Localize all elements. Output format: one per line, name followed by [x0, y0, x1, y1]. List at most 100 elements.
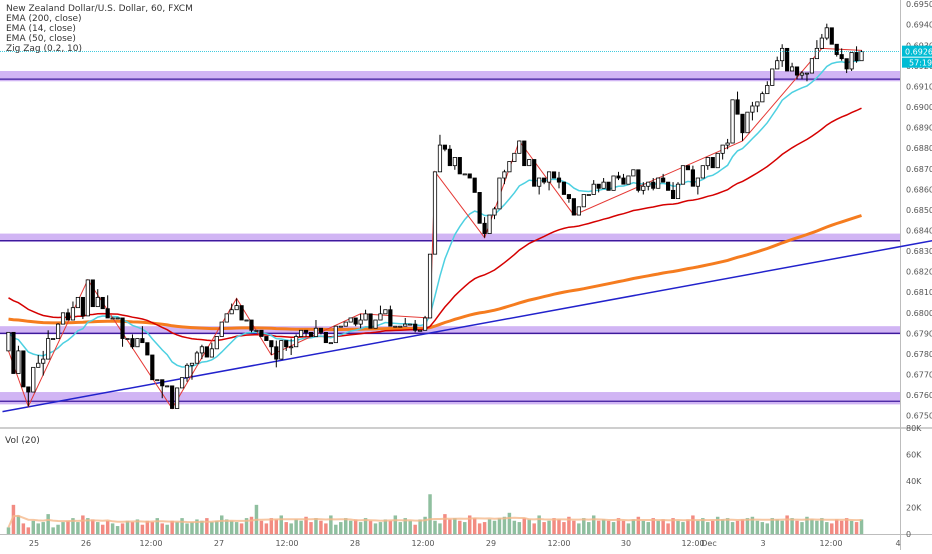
volume-bar [631, 519, 636, 534]
candle-body [105, 308, 110, 319]
volume-bar [706, 522, 710, 534]
candle-body [353, 317, 358, 325]
candle-body [219, 321, 224, 337]
candle-body [125, 338, 130, 340]
volume-bar [61, 522, 65, 534]
volume-bar [502, 516, 507, 534]
volume-bar [735, 520, 740, 534]
candle-body [591, 183, 596, 195]
volume-bar [259, 520, 264, 534]
candle-body [224, 313, 229, 323]
volume-bar [353, 519, 358, 534]
ascending-trendline [2, 240, 932, 413]
volume-bar [487, 519, 492, 534]
volume-bar [587, 522, 591, 534]
candle-body [95, 296, 100, 308]
volume-bar [760, 522, 765, 534]
candle-body [51, 338, 56, 340]
time-tick-label: 12:00 [275, 539, 298, 548]
candle-body [284, 340, 289, 348]
volume-bar [686, 519, 690, 534]
legend-title: New Zealand Dollar/U.S. Dollar, 60, FXCM [6, 4, 193, 14]
volume-bar [780, 520, 784, 534]
volume-bar [666, 523, 670, 534]
time-tick-label: 12:00 [681, 539, 704, 548]
volume-bar [329, 515, 333, 534]
volume-tick-label: 80K [906, 424, 922, 433]
candle-body [666, 181, 671, 191]
candle-body [194, 352, 200, 364]
zone-band-2 [0, 326, 900, 335]
volume-bar [343, 518, 348, 534]
volume-bar [358, 522, 363, 534]
volume-bar [463, 522, 467, 534]
volume-bar [388, 520, 393, 534]
volume-bar [710, 520, 715, 534]
volume-bar [453, 518, 457, 534]
candle-body [631, 169, 636, 177]
volume-bar [805, 516, 809, 534]
candle-body [745, 111, 750, 134]
candle-body [160, 379, 165, 387]
candle-body [343, 321, 348, 327]
volume-bar [383, 519, 388, 534]
volume-bar [740, 519, 745, 534]
volume-bar [834, 519, 839, 534]
candle-body [175, 387, 180, 409]
volume-bar [170, 520, 174, 534]
candle-body [184, 364, 190, 379]
candle-body [462, 173, 467, 176]
candle-body [199, 346, 204, 354]
volume-bar [264, 523, 269, 534]
candle-body [204, 346, 209, 358]
volume-bar [324, 523, 328, 534]
candle-body [452, 157, 457, 167]
candle-body [36, 362, 41, 368]
volume-bar [289, 523, 293, 534]
candle-body [566, 194, 571, 199]
candle-body [249, 319, 254, 331]
candle-body [720, 144, 725, 154]
volume-bar [696, 520, 700, 534]
volume-bar [66, 520, 70, 534]
volume-bar [656, 520, 660, 534]
volume-bar [671, 518, 675, 534]
time-tick-label: 12:00 [139, 539, 162, 548]
candle-body [621, 177, 626, 185]
candle-body [596, 183, 601, 189]
volume-bar [175, 522, 179, 534]
volume-bar [215, 520, 219, 534]
volume-bar [547, 520, 551, 534]
volume-bar [294, 519, 298, 534]
volume-bar [497, 518, 502, 534]
candle-body [55, 323, 61, 339]
ema50-line [8, 107, 862, 342]
volume-bar [125, 520, 130, 534]
candle-body [209, 348, 214, 358]
volume-bar [517, 522, 522, 534]
volume-bar [601, 519, 606, 534]
volume-bar [41, 522, 45, 534]
candle-body [675, 183, 681, 199]
candle-body [859, 51, 864, 62]
volume-bar [234, 522, 239, 534]
candle-body [829, 27, 834, 45]
volume-bar [854, 522, 859, 534]
candle-body [120, 317, 125, 339]
countdown-tag: 57:19 [909, 59, 932, 68]
volume-bar [839, 520, 844, 534]
candle-body [576, 206, 581, 216]
candle-body [542, 177, 547, 183]
volume-bar [512, 520, 517, 534]
volume-bar [591, 515, 596, 534]
candle-body [705, 157, 710, 167]
candle-body [115, 317, 120, 320]
volume-bar [100, 524, 105, 534]
candle-body [532, 159, 537, 187]
volume-bar [725, 518, 730, 534]
time-tick-label: 29 [486, 539, 496, 548]
